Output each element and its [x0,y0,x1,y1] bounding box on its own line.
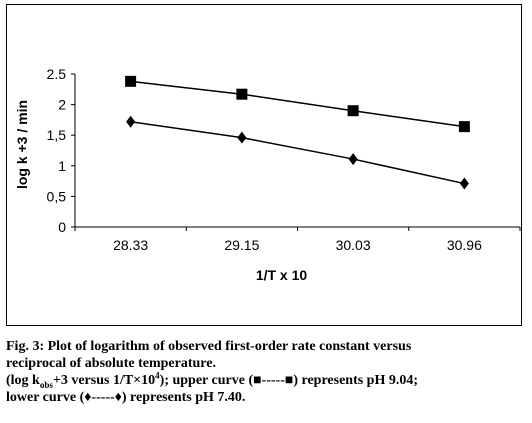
series-1-square-marker [236,88,248,100]
x-axis-title: 1/T x 10 [256,267,308,283]
caption-line-4: lower curve (♦-----♦) represents pH 7.40… [6,390,246,405]
y-axis-title: log k +3 / min [14,100,30,189]
series-2-diamond-marker [237,131,247,144]
x-tick-label: 30.96 [447,237,482,253]
y-tick-label: 2.5 [47,66,67,82]
chart-frame: 0 0,5 1 1,5 2 2.5 28.33 29.15 30.03 30.96 1/T x 10… [6,4,522,326]
series-1-square-marker [458,121,470,133]
caption-subscript: obs [39,379,53,390]
caption-line-3: (log kobs+3 versus 1/T×104); upper curve… [6,370,526,390]
x-tick-label: 28.33 [113,237,148,253]
series-2-diamond-marker [348,153,358,166]
chart-plot: 0 0,5 1 1,5 2 2.5 28.33 29.15 30.03 30.96 1/T x 10… [14,66,521,283]
y-tick-label: 0,5 [47,188,67,204]
caption-line-1: Fig. 3: Plot of logarithm of observed fi… [6,339,412,354]
series-2-diamond-marker [126,115,136,128]
caption-line-3-b: +3 versus 1/T×10 [52,373,156,388]
series-2-diamond-marker [459,177,469,190]
y-tick-label: 1,5 [47,127,67,143]
y-tick-label: 1 [58,158,66,174]
series-1-square-marker [125,75,137,87]
y-tick-label: 2 [58,97,66,113]
x-tick-label: 29.15 [224,237,259,253]
series-2-line [130,120,465,185]
x-tick-label: 30.03 [336,237,371,253]
series-1-line [130,80,465,128]
caption-line-2: reciprocal of absolute temperature. [6,356,216,371]
caption-superscript: 4 [155,370,160,381]
series-1-square-marker [347,105,359,117]
caption-line-3-a: (log k [6,373,40,388]
figure-caption: Fig. 3: Plot of logarithm of observed fi… [6,338,526,406]
y-tick-label: 0 [58,219,66,235]
caption-line-3-c: ); upper curve (■-----■) represents pH 9… [159,373,419,388]
